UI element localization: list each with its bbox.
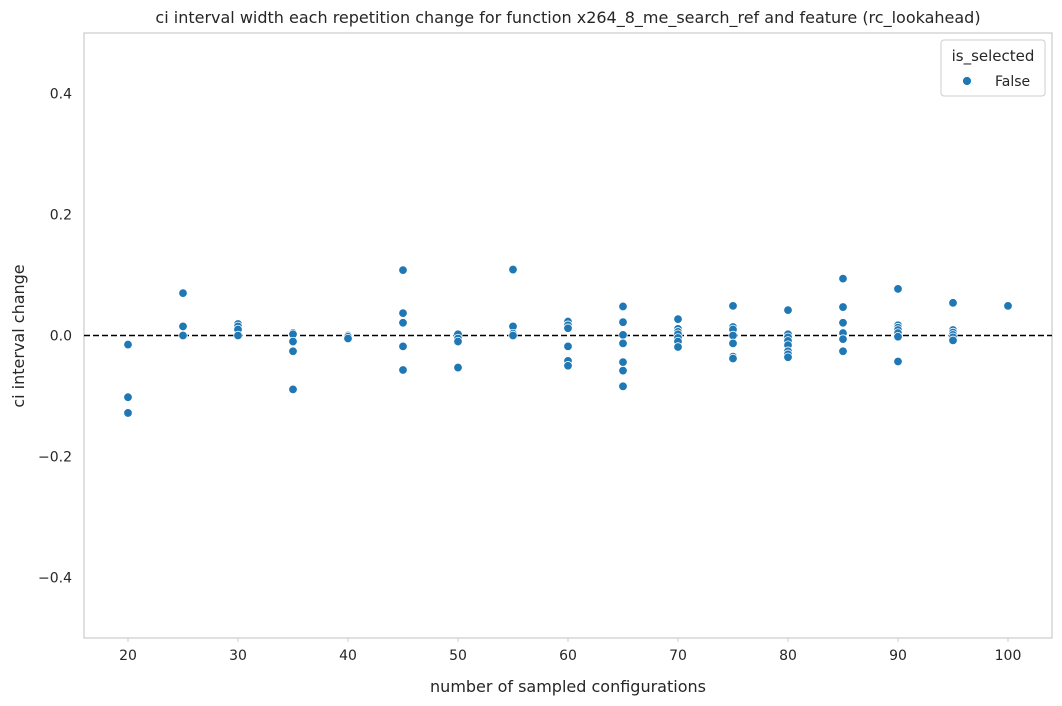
data-point [618,317,628,327]
data-point [618,301,628,312]
data-point [618,381,628,392]
data-point [453,336,463,347]
data-point [178,330,188,341]
data-point [123,339,133,350]
data-point [728,353,738,364]
data-point [838,318,848,328]
data-point [288,384,298,395]
data-point [783,352,793,362]
data-point [893,332,903,342]
data-points [123,264,1013,418]
data-point [178,288,188,298]
data-point [618,365,628,376]
x-tick-label: 70 [669,648,687,664]
x-tick-label: 100 [995,648,1022,664]
y-tick-label: 0.4 [50,87,72,103]
y-axis: −0.4 −0.2 0.0 0.2 0.4 [38,87,72,587]
data-point [673,314,683,324]
data-point [398,365,408,375]
data-point [838,334,848,344]
data-point [508,330,518,341]
x-axis-label: number of sampled configurations [430,677,706,696]
chart-title: ci interval width each repetition change… [155,8,980,28]
data-point [893,284,903,294]
data-point [288,336,298,347]
x-tick-label: 80 [779,648,797,664]
x-tick-label: 30 [229,648,247,664]
y-tick-label: −0.2 [38,450,72,466]
data-point [178,321,188,332]
data-point [563,341,573,352]
legend-entry-false: False [995,74,1030,90]
data-point [618,357,628,367]
data-point [563,323,573,333]
legend-marker-false [962,76,972,86]
data-point [123,392,133,402]
data-point [673,342,683,352]
data-point [783,305,793,315]
y-tick-label: 0.2 [50,208,72,224]
legend-title: is_selected [952,47,1035,66]
data-point [343,333,353,344]
data-point [398,265,408,275]
data-point [1003,301,1013,311]
data-point [398,318,408,328]
data-point [398,308,408,318]
x-tick-label: 50 [449,648,467,664]
data-point [233,330,243,341]
data-point [563,361,573,371]
data-point [728,301,738,311]
data-point [948,335,958,346]
data-point [838,302,848,312]
data-point [123,408,133,418]
x-tick-label: 60 [559,648,577,664]
data-point [893,356,903,367]
data-point [838,273,848,284]
y-axis-label: ci interval change [9,264,28,407]
data-point [618,330,628,340]
data-point [508,264,518,275]
y-tick-label: −0.4 [38,571,72,587]
data-point [728,330,738,341]
x-tick-label: 90 [889,648,907,664]
data-point [453,362,463,373]
data-point [728,338,738,349]
x-tick-label: 40 [339,648,357,664]
data-point [288,346,298,356]
data-point [948,298,958,308]
data-point [838,346,848,356]
y-tick-label: 0.0 [50,329,72,345]
legend: is_selected False [940,39,1046,97]
x-tick-label: 20 [119,648,137,664]
data-point [398,341,408,352]
data-point [618,338,628,349]
x-axis: 20 30 40 50 60 70 80 90 100 [119,638,1021,664]
